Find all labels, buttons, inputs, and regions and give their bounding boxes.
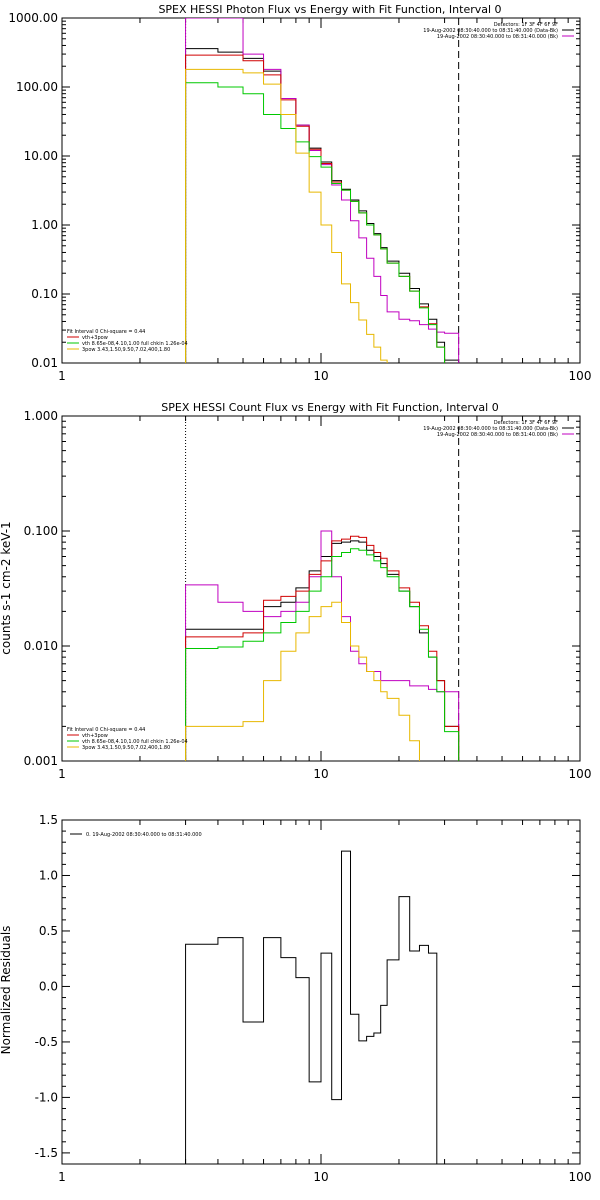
series-line (185, 601, 420, 761)
y-tick-label: 0.010 (24, 639, 58, 653)
x-tick-labels: 1 10 100 (58, 767, 591, 781)
y-tick-label: 1000.00 (8, 11, 58, 25)
series-line (185, 540, 460, 761)
legend-top-entry: 19-Aug-2002 08:30:40.000 to 08:31:40.000… (423, 28, 558, 34)
series-line (185, 548, 460, 761)
y-tick-label: 1.00 (31, 218, 58, 232)
y-axis-label: Normalized Residuals (0, 926, 13, 1055)
y-tick-label: 0.01 (31, 356, 58, 370)
y-axis-label: counts s-1 cm-2 keV-1 (0, 521, 13, 654)
legend-bottom: Fit Interval 0 Chi-square = 0.44vth+3pow… (67, 727, 188, 751)
legend-bottom-entry: 3pow 3.43,1.50,9.50,7.02,400,1.80 (82, 347, 170, 353)
legend-top-entry: 19-Aug-2002 08:30:40.000 to 08:31:40.000… (437, 34, 558, 40)
legend-bottom-header: Fit Interval 0 Chi-square = 0.44 (67, 329, 145, 335)
series-line (185, 48, 460, 363)
series-group (185, 530, 460, 761)
x-tick-labels: 1 10 100 (58, 1170, 591, 1184)
legend: 0. 19-Aug-2002 08:30:40.000 to 08:31:40.… (70, 832, 202, 838)
count-flux-panel: SPEX HESSI Count Flux vs Energy with Fit… (0, 401, 591, 781)
x-tick-label: 10 (313, 1170, 328, 1184)
series-line (185, 18, 460, 363)
x-tick-label: 100 (569, 369, 592, 383)
tick-marks (61, 819, 581, 1164)
y-tick-labels: 0.001 0.010 0.100 1.000 (24, 409, 58, 768)
y-tick-label: 1.000 (24, 409, 58, 423)
y-tick-labels: -1.5 -1.0 -0.5 0.0 0.5 1.0 1.5 (35, 813, 58, 1160)
tick-marks (61, 17, 581, 364)
residuals-panel: -1.5 -1.0 -0.5 0.0 0.5 1.0 1.5 1 10 100 0. 19-Au… (0, 813, 591, 1184)
legend-bottom-entry: vth 8.65e-08,4.10,1.00 full chkin 1.26e-… (82, 341, 188, 347)
legend-entry: 0. 19-Aug-2002 08:30:40.000 to 08:31:40.… (86, 832, 202, 838)
y-tick-label: 0.001 (24, 754, 58, 768)
legend-bottom-entry: vth+3pow (82, 335, 108, 341)
series-line (185, 54, 446, 363)
x-tick-label: 10 (313, 369, 328, 383)
legend-top-entry: Detectors: 1F 3F 4F 6F 9F (494, 22, 558, 28)
series-group (185, 18, 460, 363)
legend-top-entry: 19-Aug-2002 08:30:40.000 to 08:31:40.000… (423, 426, 558, 432)
legend-bottom-entry: 3pow 3.43,1.50,9.50,7.02,400,1.80 (82, 745, 170, 751)
y-tick-label: 1.5 (39, 813, 58, 827)
y-tick-label: 0.0 (39, 979, 58, 993)
x-tick-label: 1 (58, 1170, 66, 1184)
panel-title: SPEX HESSI Photon Flux vs Energy with Fi… (158, 3, 501, 16)
y-tick-label: -1.0 (35, 1090, 58, 1104)
y-tick-label: -1.5 (35, 1146, 58, 1160)
legend-bottom-header: Fit Interval 0 Chi-square = 0.44 (67, 727, 145, 733)
series-group (185, 850, 438, 1164)
photon-flux-panel: SPEX HESSI Photon Flux vs Energy with Fi… (8, 3, 591, 383)
y-tick-labels: 0.01 0.10 1.00 10.00 100.00 1000.00 (8, 11, 58, 370)
y-tick-label: 1.0 (39, 868, 58, 882)
y-tick-label: 0.5 (39, 924, 58, 938)
x-tick-label: 10 (313, 767, 328, 781)
tick-marks (61, 415, 581, 762)
y-tick-label: -0.5 (35, 1035, 58, 1049)
legend-bottom-entry: vth 8.65e-08,4.10,1.00 full chkin 1.26e-… (82, 739, 188, 745)
series-line (185, 850, 438, 1164)
panel-title: SPEX HESSI Count Flux vs Energy with Fit… (161, 401, 498, 414)
x-tick-label: 1 (58, 767, 66, 781)
legend-bottom: Fit Interval 0 Chi-square = 0.44vth+3pow… (67, 329, 188, 353)
x-tick-label: 1 (58, 369, 66, 383)
x-tick-labels: 1 10 100 (58, 369, 591, 383)
plot-frame (61, 17, 581, 364)
legend-top-entry: 19-Aug-2002 08:30:40.000 to 08:31:40.000… (437, 432, 558, 438)
series-line (185, 535, 460, 761)
series-line (185, 82, 446, 363)
y-tick-label: 10.00 (24, 149, 58, 163)
x-tick-label: 100 (569, 767, 592, 781)
x-tick-label: 100 (569, 1170, 592, 1184)
legend-top-entry: Detectors: 1F 3F 4F 6F 9F (494, 420, 558, 426)
y-tick-label: 0.10 (31, 287, 58, 301)
series-line (185, 68, 388, 363)
range-markers (185, 416, 460, 761)
y-tick-label: 0.100 (24, 524, 58, 538)
legend-bottom-entry: vth+3pow (82, 733, 108, 739)
y-tick-label: 100.00 (16, 80, 58, 94)
